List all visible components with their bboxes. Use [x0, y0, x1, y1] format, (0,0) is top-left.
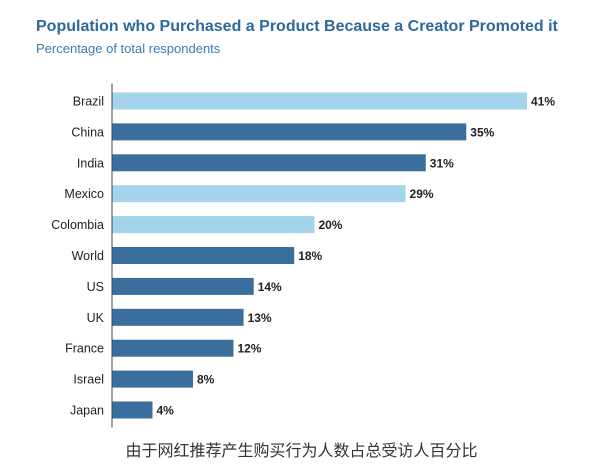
category-label-india: India	[77, 156, 104, 170]
value-label-japan: 4%	[156, 404, 174, 418]
category-label-world: World	[72, 249, 104, 263]
bar-israel	[112, 370, 193, 388]
value-label-colombia: 20%	[318, 218, 342, 232]
bar-mexico	[112, 185, 406, 203]
value-label-world: 18%	[298, 249, 322, 263]
value-label-mexico: 29%	[410, 187, 434, 201]
bar-colombia	[112, 216, 315, 234]
bar-japan	[112, 401, 153, 419]
chart-subtitle: Percentage of total respondents	[36, 41, 221, 56]
category-label-mexico: Mexico	[64, 187, 104, 201]
bar-chart: Brazil 41% China 35% India 31% Mexico 29% Colomb…	[51, 83, 555, 428]
value-label-uk: 13%	[248, 311, 272, 325]
bar-us	[112, 277, 254, 295]
chart-caption: 由于网红推荐产生购买行为人数占总受访人百分比	[125, 441, 478, 460]
chart-title: Population who Purchased a Product Becau…	[36, 18, 558, 35]
category-label-china: China	[71, 125, 104, 139]
value-label-india: 31%	[430, 156, 454, 170]
bar-uk	[112, 308, 244, 326]
category-label-uk: UK	[87, 311, 105, 325]
value-label-us: 14%	[258, 280, 282, 294]
bar-india	[112, 154, 426, 172]
category-label-us: US	[87, 280, 104, 294]
bar-brazil	[112, 92, 527, 110]
category-label-colombia: Colombia	[51, 218, 104, 232]
bar-world	[112, 247, 295, 264]
bar-china	[112, 123, 467, 141]
category-label-france: France	[65, 342, 104, 356]
category-label-israel: Israel	[73, 373, 104, 387]
value-label-china: 35%	[470, 125, 494, 139]
bar-france	[112, 339, 234, 357]
value-label-brazil: 41%	[531, 95, 555, 109]
bars-layer: Brazil 41% China 35% India 31% Mexico 29% Colomb…	[51, 92, 555, 419]
category-label-japan: Japan	[70, 404, 104, 418]
value-label-france: 12%	[237, 342, 261, 356]
category-label-brazil: Brazil	[73, 95, 104, 109]
value-label-israel: 8%	[197, 373, 215, 387]
